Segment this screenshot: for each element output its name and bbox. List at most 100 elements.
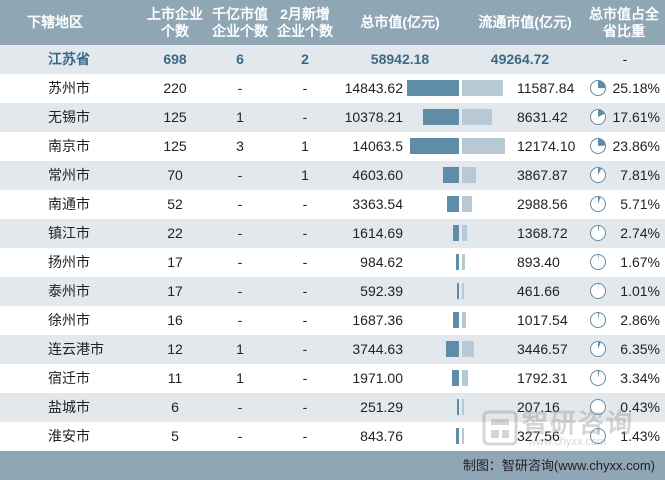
total-cap-value: 843.76: [360, 428, 403, 444]
table-row: 扬州市 17 - - 984.62 893.40 1.67%: [0, 248, 665, 277]
float-cap-value: 49264.72: [490, 51, 550, 67]
total-cap-value: 58942.18: [370, 51, 430, 67]
float-cap-value: 327.56: [517, 428, 560, 444]
new-feb-value: -: [302, 254, 308, 270]
total-cap-value: 251.29: [360, 399, 403, 415]
region-name: 无锡市: [48, 109, 90, 125]
new-feb-value: -: [302, 225, 308, 241]
hundred-billion-value: -: [237, 399, 243, 415]
share-pie-wedge: [598, 196, 601, 204]
total-cap-bar: [456, 283, 459, 299]
total-cap-bar: [457, 399, 459, 415]
watermark: 智研咨询 www.chyxx.com: [480, 408, 650, 450]
total-cap-bar: [453, 312, 459, 328]
table-row: 泰州市 17 - - 592.39 461.66 1.01%: [0, 277, 665, 306]
hundred-billion-value: 1: [236, 370, 244, 386]
float-cap-value: 11587.84: [517, 80, 575, 96]
share-pie-wedge: [598, 341, 601, 349]
share-pie-wedge: [598, 225, 600, 233]
share-value: 1.43%: [620, 428, 660, 444]
total-cap-bar: [455, 254, 459, 270]
share-pie-icon: [590, 370, 606, 386]
total-cap-value: 3363.54: [352, 196, 403, 212]
region-name: 扬州市: [48, 254, 90, 270]
share-value: 1.67%: [620, 254, 660, 270]
float-cap-value: 1017.54: [517, 312, 568, 328]
share-pie-icon: [590, 138, 606, 154]
float-cap-bar: [462, 312, 466, 328]
region-name: 盐城市: [48, 399, 90, 415]
share-pie-icon: [590, 312, 606, 328]
share-value: 2.74%: [620, 225, 660, 241]
new-feb-value: -: [302, 80, 308, 96]
total-cap-value: 1687.36: [352, 312, 403, 328]
float-cap-bar: [462, 167, 476, 183]
total-cap-value: 1614.69: [352, 225, 403, 241]
listed-value: 12: [167, 341, 183, 357]
listed-value: 125: [163, 138, 187, 154]
float-cap-value: 461.66: [517, 283, 560, 299]
total-cap-value: 3744.63: [352, 341, 403, 357]
share-value: 2.86%: [620, 312, 660, 328]
share-pie-icon: [590, 167, 606, 183]
header-total-cap: 总市值(亿元): [360, 14, 440, 30]
total-cap-value: 4603.60: [352, 167, 403, 183]
float-cap-bar: [462, 254, 466, 270]
listed-value: 17: [167, 283, 183, 299]
share-value: 0.43%: [620, 399, 660, 415]
table-row: 苏州市 220 - - 14843.62 11587.84 25.18%: [0, 74, 665, 103]
share-pie-wedge: [598, 428, 599, 436]
float-cap-bar: [462, 109, 493, 125]
share-pie-wedge: [598, 254, 599, 262]
share-value: 6.35%: [620, 341, 660, 357]
share-pie-icon: [590, 254, 606, 270]
hundred-billion-value: -: [237, 80, 243, 96]
province-row: 江苏省 698 6 2 58942.18 49264.72 -: [0, 45, 665, 74]
listed-value: 70: [167, 167, 183, 183]
region-name: 南通市: [48, 196, 90, 212]
float-cap-value: 3446.57: [517, 341, 568, 357]
hundred-billion-value: 3: [236, 138, 244, 154]
watermark-url: www.chyxx.com: [528, 436, 607, 448]
share-value: -: [622, 51, 628, 67]
float-cap-bar: [462, 283, 464, 299]
header-region: 下辖地区: [27, 14, 83, 30]
float-cap-value: 2988.56: [517, 196, 568, 212]
header-float-cap: 流通市值(亿元): [478, 14, 572, 30]
new-feb-value: 2: [301, 51, 309, 67]
hundred-billion-value: 1: [236, 341, 244, 357]
hundred-billion-value: -: [237, 428, 243, 444]
region-name: 苏州市: [48, 80, 90, 96]
table-row: 徐州市 16 - - 1687.36 1017.54 2.86%: [0, 306, 665, 335]
table-row: 镇江市 22 - - 1614.69 1368.72 2.74%: [0, 219, 665, 248]
float-cap-bar: [462, 196, 473, 212]
listed-value: 22: [167, 225, 183, 241]
share-pie-wedge: [598, 370, 600, 378]
total-cap-bar: [456, 428, 459, 444]
float-cap-value: 1368.72: [517, 225, 568, 241]
float-cap-value: 8631.42: [517, 109, 568, 125]
share-value: 3.34%: [620, 370, 660, 386]
listed-value: 698: [163, 51, 187, 67]
share-pie-icon: [590, 428, 606, 444]
share-value: 5.71%: [620, 196, 660, 212]
float-cap-value: 1792.31: [517, 370, 568, 386]
total-cap-bar: [422, 109, 459, 125]
header-share: 总市值占全 省比重: [589, 5, 659, 39]
hundred-billion-value: -: [237, 312, 243, 328]
share-pie-icon: [590, 399, 606, 415]
listed-value: 220: [163, 80, 187, 96]
listed-value: 16: [167, 312, 183, 328]
region-name: 南京市: [48, 138, 90, 154]
total-cap-value: 1971.00: [352, 370, 403, 386]
float-cap-value: 3867.87: [517, 167, 568, 183]
share-pie-wedge: [598, 312, 600, 320]
total-cap-bar: [409, 138, 459, 154]
new-feb-value: 1: [301, 138, 309, 154]
share-pie-icon: [590, 196, 606, 212]
table-row: 宿迁市 11 1-1971.00 1792.31 3.34%: [0, 364, 665, 393]
share-pie-icon: [590, 341, 606, 357]
region-name: 泰州市: [48, 283, 90, 299]
header-listed: 上市企业 个数: [147, 5, 203, 39]
new-feb-value: -: [302, 399, 308, 415]
